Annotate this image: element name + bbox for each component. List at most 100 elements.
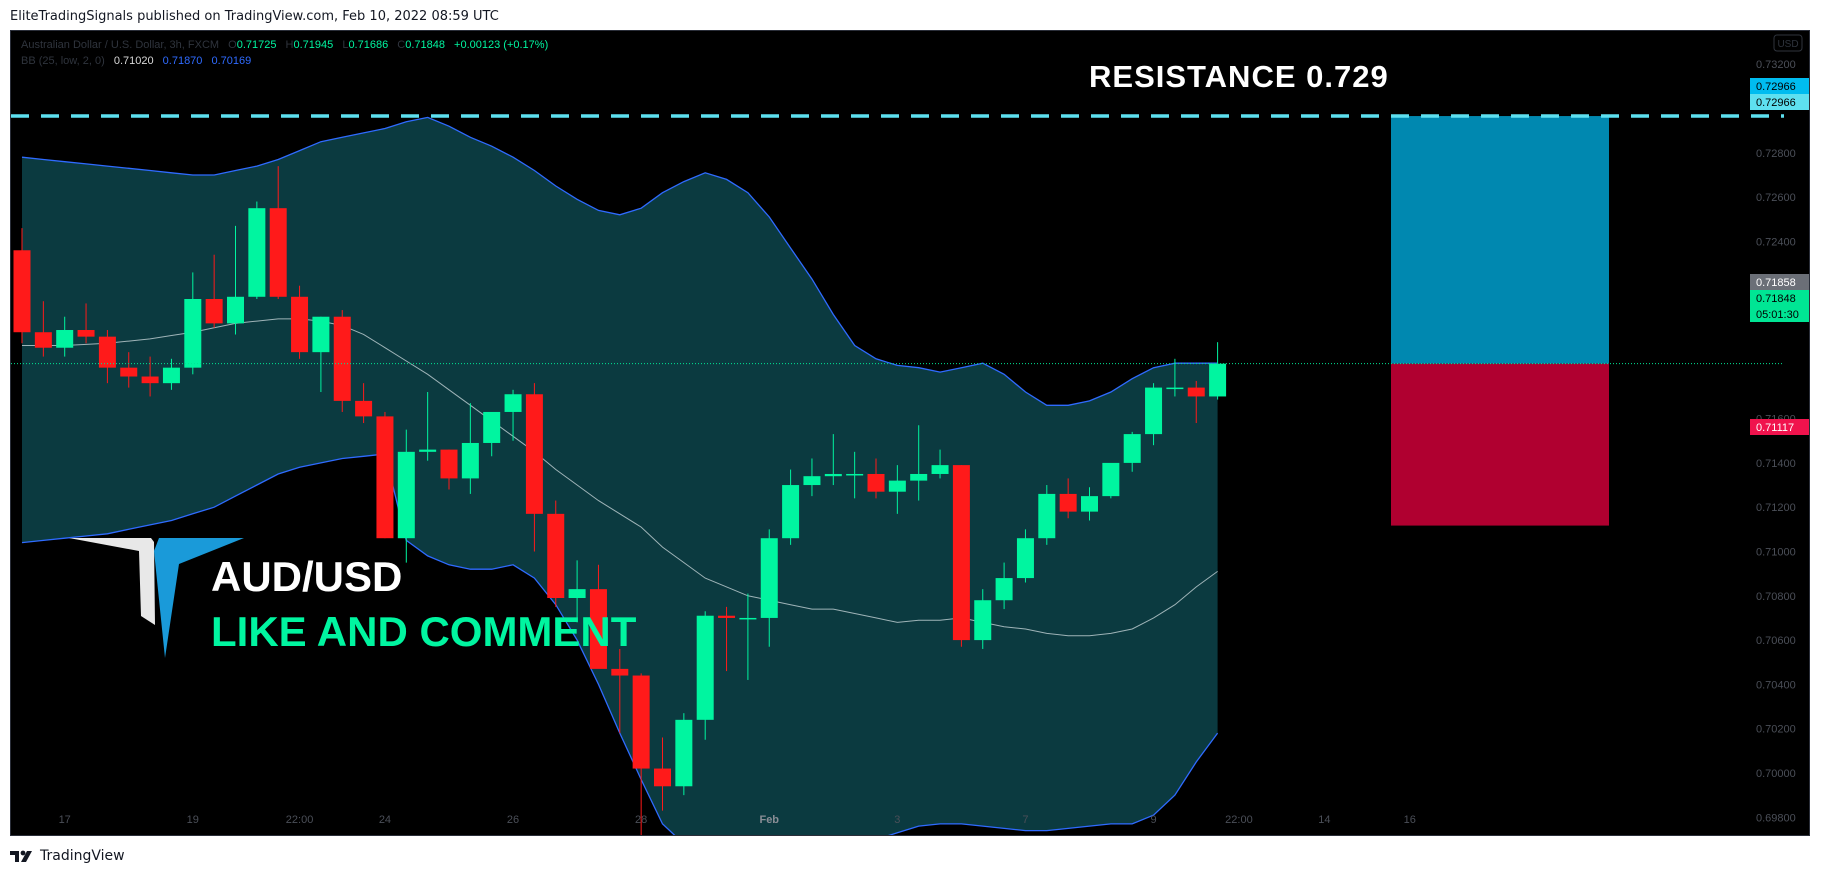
candle-body [632,675,650,769]
bb-value-3: 0.70169 [211,55,251,67]
target-zone-box [1391,116,1609,364]
candle-body [376,416,394,539]
price-tag-target-bottom-text: 0.72966 [1756,97,1796,109]
x-tick-label: 3 [894,814,900,826]
candle-body [910,473,928,481]
candle-body [205,299,223,324]
svg-text:Australian Dollar / U.S. Dolla: Australian Dollar / U.S. Dollar, 3h, FXC… [21,39,548,51]
candle-body [824,473,842,477]
bb-value-1: 0.71020 [114,55,154,67]
candle-body [760,538,778,618]
footer-brand[interactable]: TradingView [10,846,125,866]
x-tick-label: 26 [507,814,519,826]
price-tag-grey-text: 0.71858 [1756,277,1796,289]
y-tick-label: 0.72600 [1756,192,1796,204]
x-tick-label: Feb [759,814,779,826]
y-tick-label: 0.70200 [1756,724,1796,736]
currency-badge[interactable]: USD [1773,34,1803,52]
brand-logo-icon [69,538,244,658]
price-tag-target-top-text: 0.72966 [1756,81,1796,93]
y-tick-label: 0.71400 [1756,458,1796,470]
x-tick-label: 9 [1150,814,1156,826]
candle-body [162,367,180,384]
candle-body [141,376,159,384]
candle-body [355,400,373,417]
y-tick-label: 0.70600 [1756,635,1796,647]
candle-body [504,394,522,412]
candle-body [1123,434,1141,463]
candle-body [13,250,31,333]
candle-body [1166,387,1184,390]
candle-body [184,299,202,368]
tradingview-logo-icon [10,850,32,862]
resistance-label: RESISTANCE 0.729 [1089,59,1389,94]
x-tick-label: 16 [1404,814,1416,826]
candle-body [1187,387,1205,397]
x-tick-label: 22:00 [1225,814,1253,826]
price-tag-current: 0.71848 05:01:30 [1750,290,1812,322]
ohlc-close: 0.71848 [405,39,445,51]
candle-body [974,600,992,641]
price-tag-target-bottom: 0.72966 [1750,94,1812,110]
candle-body [867,473,885,492]
y-tick-label: 0.72800 [1756,148,1796,160]
ohlc-change: +0.00123 (+0.17%) [454,39,548,51]
candle-body [696,615,714,720]
candle-body [1081,496,1098,512]
candle-body [568,589,586,599]
currency-badge-text: USD [1777,39,1798,50]
candle-body [1102,462,1120,497]
candle-body [547,513,565,599]
x-tick-label: 14 [1318,814,1330,826]
bollinger-band-fill [22,117,1218,871]
x-tick-label: 28 [635,814,647,826]
candle-body [611,668,629,676]
candle-body [291,296,309,353]
x-tick-label: 19 [187,814,199,826]
candle-body [269,208,287,297]
candle-body [739,617,757,620]
candle-body [654,768,671,787]
candle-body [675,719,693,787]
candle-body [56,330,74,348]
candlestick-chart[interactable]: 0.732000.728000.726000.724000.722000.716… [11,31,1812,872]
candle-body [718,615,736,618]
price-tag-grey: 0.71858 [1750,274,1812,290]
footer-brand-text: TradingView [40,848,125,864]
candle-body [931,465,949,474]
candle-body [397,451,415,539]
candle-body [419,449,437,452]
bollinger-upper-line [21,116,1218,406]
symbol-name: Australian Dollar / U.S. Dollar, 3h, FXC… [21,39,219,51]
y-tick-label: 0.70000 [1756,768,1796,780]
candle-body [952,465,970,641]
y-tick-label: 0.70800 [1756,591,1796,603]
publisher-header: EliteTradingSignals published on Trading… [10,9,499,24]
bb-value-2: 0.71870 [163,55,203,67]
y-tick-label: 0.73200 [1756,59,1796,71]
ohlc-high: 0.71945 [293,39,333,51]
chart-panel[interactable]: 0.732000.728000.726000.724000.722000.716… [10,30,1812,872]
candle-body [227,296,244,324]
price-tag-current-text: 0.71848 [1756,293,1796,305]
x-tick-label: 7 [1022,814,1028,826]
candle-body [248,208,266,297]
brand-title: AUD/USD [211,553,402,600]
candle-body [312,316,330,353]
candle-body [803,476,821,486]
candle-body [34,332,52,348]
y-tick-label: 0.70400 [1756,679,1796,691]
candle-body [782,485,800,539]
candle-body [461,442,479,479]
candle-body [995,578,1013,601]
y-tick-label: 0.71000 [1756,546,1796,558]
candle-body [888,480,906,492]
candle-body [589,589,607,669]
candle-body [98,336,116,368]
y-tick-label: 0.69800 [1756,812,1796,824]
price-tag-target-top: 0.72966 [1750,78,1812,94]
candle-body [77,330,95,337]
candle-body [846,473,864,476]
price-tag-stop: 0.71117 [1750,419,1812,435]
x-tick-label: 24 [379,814,391,826]
